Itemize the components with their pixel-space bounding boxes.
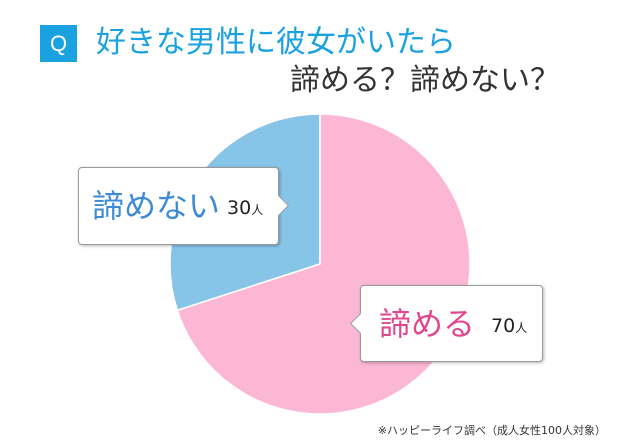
slice-label-give-up: 諦める: [379, 305, 476, 343]
source-note: ※ハッピーライフ調べ（成人女性100人対象）: [377, 424, 606, 437]
callout-give-up: 諦める 70人: [349, 285, 543, 362]
slice-label-not-give-up: 諦めない: [92, 187, 221, 225]
slice-count-give-up: 70人: [491, 315, 528, 337]
question-badge: Q: [40, 25, 77, 62]
slice-count-not-give-up: 30人: [227, 197, 264, 219]
chart-title-line-1: 好きな男性に彼女がいたら: [96, 25, 456, 60]
callout-not-give-up: 諦めない 30人: [78, 167, 290, 245]
chart-title-line-2: 諦める？諦めない？: [290, 63, 560, 98]
